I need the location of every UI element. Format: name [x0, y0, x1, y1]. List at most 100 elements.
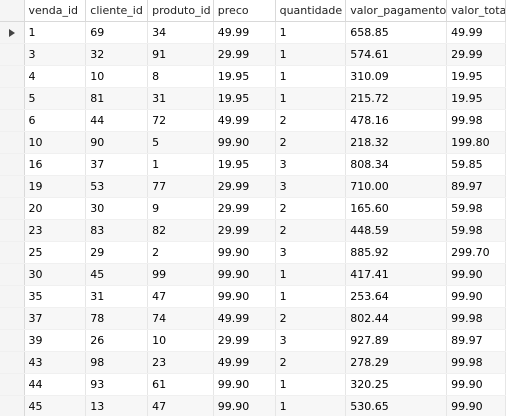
table-row[interactable]: 39 26 10 29.99 3 927.89 89.97	[0, 330, 506, 352]
cell-preco[interactable]: 19.95	[214, 88, 276, 109]
cell-cliente-id[interactable]: 90	[86, 132, 149, 153]
cell-venda-id[interactable]: 3	[25, 44, 87, 65]
cell-quantidade[interactable]: 1	[276, 374, 347, 395]
cell-venda-id[interactable]: 37	[25, 308, 87, 329]
cell-produto-id[interactable]: 77	[148, 176, 214, 197]
cell-quantidade[interactable]: 1	[276, 396, 347, 416]
cell-cliente-id[interactable]: 53	[86, 176, 149, 197]
cell-preco[interactable]: 29.99	[214, 220, 276, 241]
table-row[interactable]: 3 32 91 29.99 1 574.61 29.99	[0, 44, 506, 66]
cell-preco[interactable]: 29.99	[214, 176, 276, 197]
cell-produto-id[interactable]: 31	[148, 88, 214, 109]
row-indicator[interactable]	[0, 66, 25, 87]
cell-venda-id[interactable]: 30	[25, 264, 87, 285]
table-row[interactable]: 4 10 8 19.95 1 310.09 19.95	[0, 66, 506, 88]
cell-venda-id[interactable]: 16	[25, 154, 87, 175]
cell-venda-id[interactable]: 20	[25, 198, 87, 219]
row-indicator[interactable]	[0, 396, 25, 416]
cell-cliente-id[interactable]: 98	[86, 352, 149, 373]
cell-produto-id[interactable]: 5	[148, 132, 214, 153]
cell-produto-id[interactable]: 2	[148, 242, 214, 263]
cell-valor-pagamento[interactable]: 658.85	[346, 22, 448, 43]
table-row[interactable]: 16 37 1 19.95 3 808.34 59.85	[0, 154, 506, 176]
cell-venda-id[interactable]: 39	[25, 330, 87, 351]
cell-preco[interactable]: 99.90	[214, 264, 276, 285]
cell-valor-pagamento[interactable]: 165.60	[346, 198, 448, 219]
cell-preco[interactable]: 99.90	[214, 286, 276, 307]
cell-valor-total[interactable]: 49.99	[447, 22, 506, 43]
cell-produto-id[interactable]: 91	[148, 44, 214, 65]
cell-valor-total[interactable]: 99.98	[447, 110, 506, 131]
row-indicator[interactable]	[0, 22, 25, 43]
cell-preco[interactable]: 99.90	[214, 374, 276, 395]
cell-preco[interactable]: 19.95	[214, 154, 276, 175]
cell-valor-total[interactable]: 89.97	[447, 330, 506, 351]
cell-produto-id[interactable]: 10	[148, 330, 214, 351]
cell-venda-id[interactable]: 10	[25, 132, 87, 153]
cell-produto-id[interactable]: 34	[148, 22, 214, 43]
cell-valor-pagamento[interactable]: 808.34	[346, 154, 448, 175]
table-row[interactable]: 6 44 72 49.99 2 478.16 99.98	[0, 110, 506, 132]
cell-quantidade[interactable]: 2	[276, 132, 347, 153]
cell-quantidade[interactable]: 3	[276, 242, 347, 263]
cell-valor-total[interactable]: 99.98	[447, 352, 506, 373]
cell-valor-pagamento[interactable]: 417.41	[346, 264, 448, 285]
cell-preco[interactable]: 99.90	[214, 396, 276, 416]
column-header-cliente-id[interactable]: cliente_id	[86, 0, 149, 21]
cell-valor-total[interactable]: 59.85	[447, 154, 506, 175]
cell-cliente-id[interactable]: 32	[86, 44, 149, 65]
cell-venda-id[interactable]: 23	[25, 220, 87, 241]
cell-valor-pagamento[interactable]: 310.09	[346, 66, 448, 87]
cell-cliente-id[interactable]: 78	[86, 308, 149, 329]
cell-venda-id[interactable]: 45	[25, 396, 87, 416]
cell-valor-total[interactable]: 59.98	[447, 198, 506, 219]
table-row[interactable]: 5 81 31 19.95 1 215.72 19.95	[0, 88, 506, 110]
cell-valor-pagamento[interactable]: 215.72	[346, 88, 448, 109]
cell-produto-id[interactable]: 1	[148, 154, 214, 175]
cell-quantidade[interactable]: 2	[276, 198, 347, 219]
row-indicator[interactable]	[0, 132, 25, 153]
cell-venda-id[interactable]: 6	[25, 110, 87, 131]
cell-venda-id[interactable]: 4	[25, 66, 87, 87]
table-row[interactable]: 19 53 77 29.99 3 710.00 89.97	[0, 176, 506, 198]
cell-quantidade[interactable]: 1	[276, 66, 347, 87]
cell-produto-id[interactable]: 47	[148, 396, 214, 416]
cell-valor-pagamento[interactable]: 802.44	[346, 308, 448, 329]
cell-valor-total[interactable]: 19.95	[447, 66, 506, 87]
cell-valor-pagamento[interactable]: 253.64	[346, 286, 448, 307]
cell-valor-pagamento[interactable]: 530.65	[346, 396, 448, 416]
cell-cliente-id[interactable]: 93	[86, 374, 149, 395]
cell-venda-id[interactable]: 1	[25, 22, 87, 43]
cell-valor-pagamento[interactable]: 885.92	[346, 242, 448, 263]
column-header-venda-id[interactable]: venda_id	[25, 0, 87, 21]
cell-valor-pagamento[interactable]: 278.29	[346, 352, 448, 373]
row-indicator[interactable]	[0, 242, 25, 263]
cell-quantidade[interactable]: 1	[276, 22, 347, 43]
cell-produto-id[interactable]: 61	[148, 374, 214, 395]
cell-cliente-id[interactable]: 29	[86, 242, 149, 263]
cell-produto-id[interactable]: 72	[148, 110, 214, 131]
cell-valor-total[interactable]: 19.95	[447, 88, 506, 109]
table-row[interactable]: 43 98 23 49.99 2 278.29 99.98	[0, 352, 506, 374]
cell-valor-total[interactable]: 29.99	[447, 44, 506, 65]
cell-quantidade[interactable]: 2	[276, 220, 347, 241]
row-indicator[interactable]	[0, 374, 25, 395]
table-row[interactable]: 1 69 34 49.99 1 658.85 49.99	[0, 22, 506, 44]
cell-preco[interactable]: 29.99	[214, 330, 276, 351]
row-indicator[interactable]	[0, 88, 25, 109]
cell-cliente-id[interactable]: 31	[86, 286, 149, 307]
cell-preco[interactable]: 29.99	[214, 198, 276, 219]
cell-valor-pagamento[interactable]: 218.32	[346, 132, 448, 153]
row-indicator[interactable]	[0, 44, 25, 65]
cell-valor-pagamento[interactable]: 710.00	[346, 176, 448, 197]
cell-cliente-id[interactable]: 45	[86, 264, 149, 285]
cell-valor-total[interactable]: 99.90	[447, 264, 506, 285]
row-indicator[interactable]	[0, 308, 25, 329]
cell-preco[interactable]: 99.90	[214, 242, 276, 263]
table-row[interactable]: 10 90 5 99.90 2 218.32 199.80	[0, 132, 506, 154]
cell-valor-pagamento[interactable]: 320.25	[346, 374, 448, 395]
cell-cliente-id[interactable]: 13	[86, 396, 149, 416]
cell-preco[interactable]: 29.99	[214, 44, 276, 65]
cell-produto-id[interactable]: 82	[148, 220, 214, 241]
